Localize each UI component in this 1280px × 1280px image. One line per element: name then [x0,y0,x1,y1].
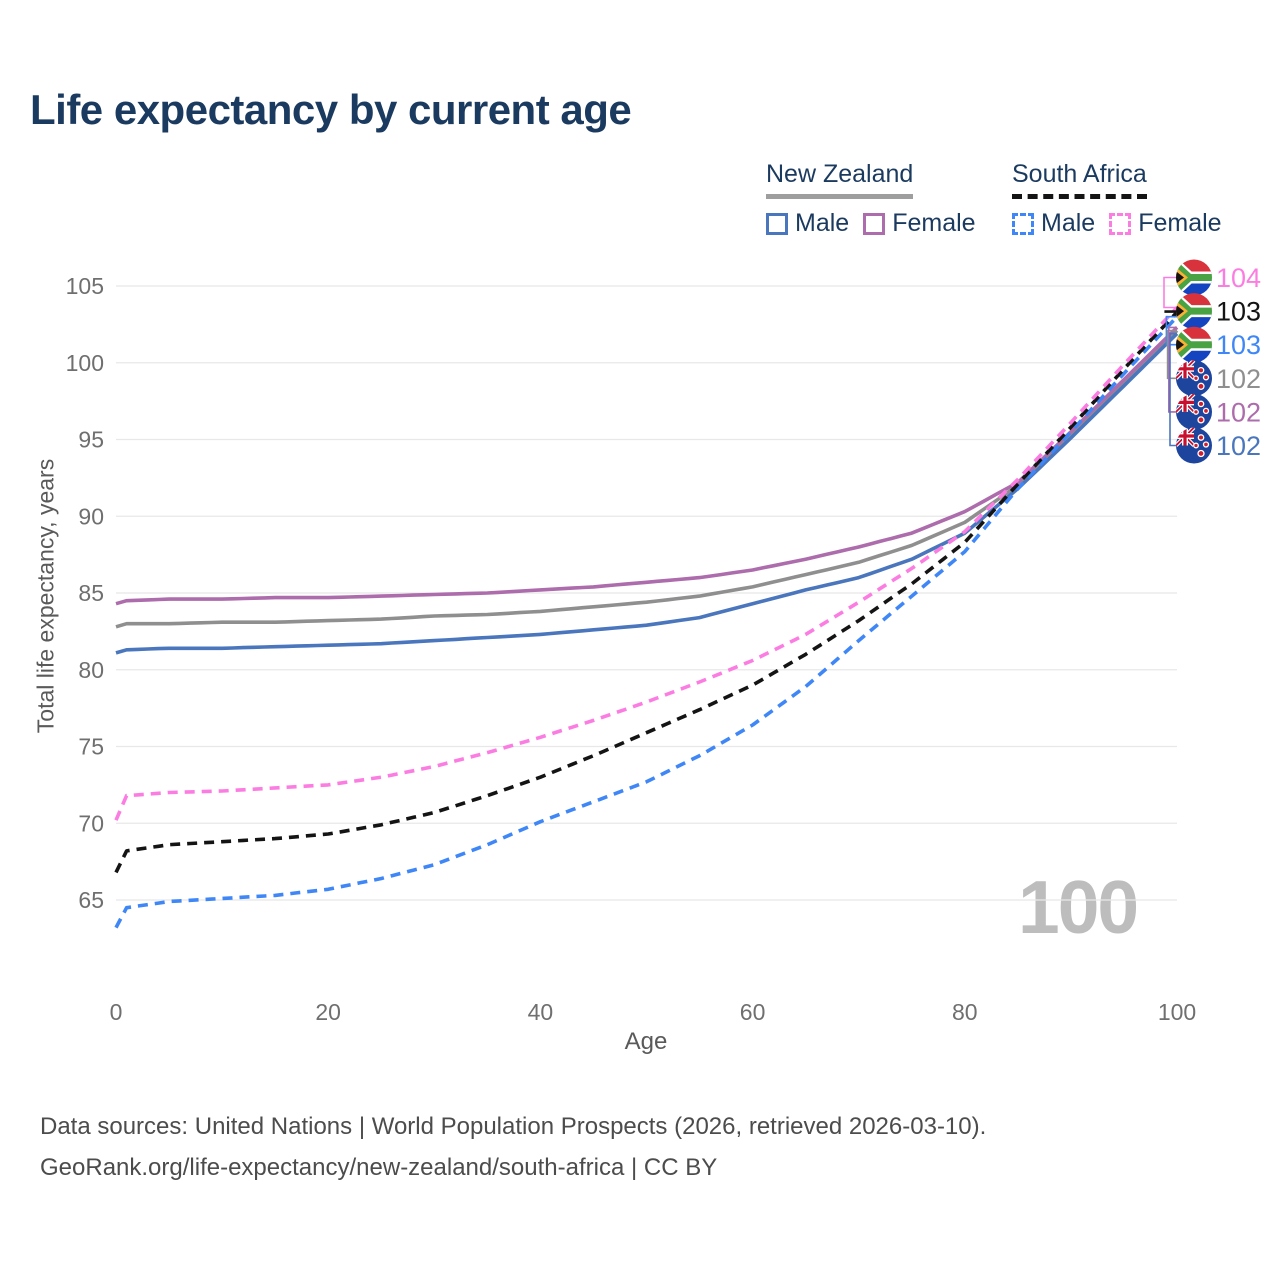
sa-female-swatch-icon [1109,212,1132,235]
legend-group-south-africa: South Africa Male Female [1012,160,1222,238]
legend-country-new-zealand: New Zealand [766,160,914,199]
end-value-label: 102 [1216,397,1261,427]
legend-group-new-zealand: New Zealand Male Female [766,160,976,238]
nz-female-swatch-icon [863,212,886,235]
end-value-label: 102 [1216,364,1261,394]
x-tick-label: 100 [1158,999,1196,1025]
x-tick-label: 0 [110,999,123,1025]
series-line-nz_female[interactable] [115,326,1179,606]
za-flag-icon [1175,259,1213,297]
x-axis-title: Age [624,1028,668,1055]
end-value-label: 103 [1216,297,1261,327]
leader-line [1168,326,1177,413]
legend-item-sa-female[interactable]: Female [1109,209,1222,238]
y-tick-label: 80 [78,657,104,683]
legend-label: Female [892,209,976,237]
y-tick-label: 105 [66,273,104,299]
data-source-line: Data sources: United Nations | World Pop… [40,1113,987,1140]
page-title: Life expectancy by current age [30,86,632,133]
za-flag-icon [1175,292,1213,330]
series-line-sa_female[interactable] [114,306,1179,821]
legend-label: Female [1138,209,1222,237]
source-url-line: GeoRank.org/life-expectancy/new-zealand/… [40,1154,718,1181]
leader-line [1166,329,1177,380]
end-value-label: 102 [1216,431,1261,461]
y-tick-label: 85 [78,580,104,606]
end-value-label: 103 [1216,330,1261,360]
y-tick-label: 100 [66,350,104,376]
end-value-label: 104 [1216,263,1261,293]
x-tick-label: 60 [740,999,766,1025]
y-tick-label: 90 [78,503,104,529]
series-line-sa_total[interactable] [114,310,1179,874]
age-watermark: 100 [1018,865,1139,949]
nz-flag-icon [1175,393,1213,431]
x-tick-label: 80 [952,999,978,1025]
leader-line [1169,332,1177,447]
y-tick-label: 95 [78,427,104,453]
nz-flag-icon [1175,427,1213,465]
leader-line [1164,310,1177,313]
legend-item-sa-male[interactable]: Male [1012,209,1095,238]
legend-label: Male [795,209,850,237]
za-flag-icon [1175,326,1213,364]
sa-male-swatch-icon [1012,212,1034,235]
x-tick-label: 20 [315,999,341,1025]
leader-line [1165,315,1177,346]
legend-country-south-africa: South Africa [1012,160,1147,199]
x-tick-label: 40 [528,999,554,1025]
nz-flag-icon [1175,359,1213,397]
leader-line [1163,276,1177,309]
series-line-sa_male[interactable] [114,315,1179,929]
y-tick-label: 70 [78,810,104,836]
legend-item-nz-male[interactable]: Male [766,209,849,238]
y-tick-label: 75 [78,734,104,760]
legend-item-nz-female[interactable]: Female [863,209,976,238]
y-tick-label: 65 [78,887,104,913]
nz-male-swatch-icon [766,212,788,235]
legend-label: Male [1041,209,1096,237]
series-line-nz_male[interactable] [115,332,1179,655]
